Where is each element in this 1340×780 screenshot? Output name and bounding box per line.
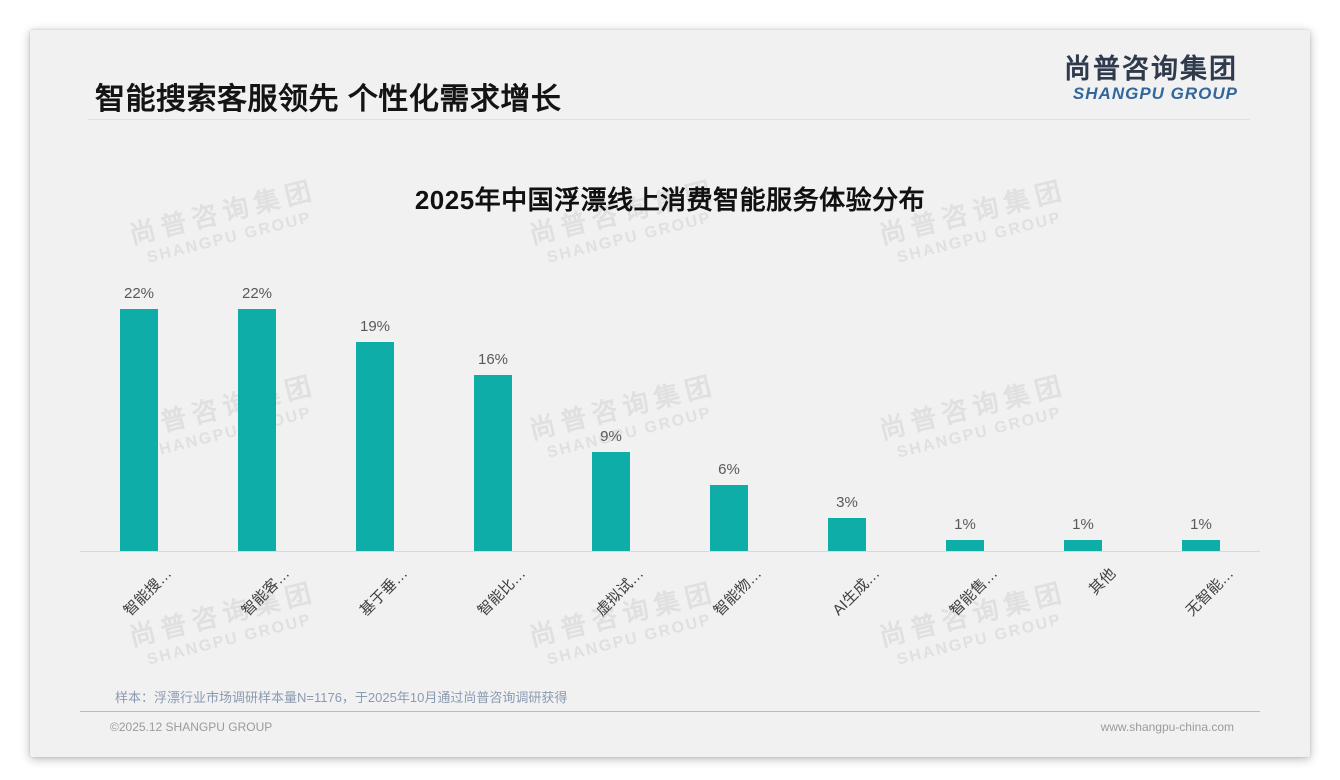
category-slot: 智能物…	[670, 551, 788, 661]
category-slot: 无智能…	[1142, 551, 1260, 661]
footer-copyright: ©2025.12 SHANGPU GROUP	[110, 720, 273, 734]
footer-website: www.shangpu-china.com	[1100, 720, 1234, 734]
logo-english-text: SHANGPU GROUP	[1072, 84, 1238, 104]
category-slot: 智能搜…	[80, 551, 198, 661]
category-slot: 智能售…	[906, 551, 1024, 661]
category-slot: 智能比…	[434, 551, 552, 661]
bar-slot: 16%	[434, 270, 552, 551]
bar-slot: 1%	[1024, 270, 1142, 551]
category-label: 智能客…	[238, 565, 294, 620]
category-label: 无智能…	[1182, 565, 1238, 620]
bar	[120, 309, 158, 551]
bar-slot: 6%	[670, 270, 788, 551]
category-slot: 基于垂…	[316, 551, 434, 661]
bar	[1182, 540, 1220, 551]
bar	[828, 518, 866, 551]
category-label: 智能售…	[946, 565, 1002, 620]
bar	[710, 485, 748, 551]
bar	[474, 375, 512, 551]
category-label: 虚拟试…	[592, 565, 648, 620]
category-label: AI生成…	[829, 565, 884, 619]
bar-slot: 22%	[198, 270, 316, 551]
bar	[592, 452, 630, 551]
bar-value-label: 6%	[718, 461, 740, 478]
bar-value-label: 16%	[477, 351, 509, 368]
bar-chart: 22% 22% 19% 16% 9% 6% 3% 1% 1% 1%	[80, 270, 1260, 551]
x-axis-line	[80, 551, 1260, 552]
bar-value-label: 9%	[600, 428, 622, 445]
bar	[1064, 540, 1102, 551]
slide-card: 智能搜索客服领先 个性化需求增长 尚普咨询集团 SHANGPU GROUP 尚普…	[30, 30, 1310, 757]
company-logo: 尚普咨询集团 SHANGPU GROUP	[1064, 54, 1238, 104]
bar-value-label: 22%	[241, 285, 273, 302]
bar	[356, 342, 394, 551]
bar-value-label: 19%	[359, 318, 391, 335]
category-slot: 虚拟试…	[552, 551, 670, 661]
category-slot: AI生成…	[788, 551, 906, 661]
bar	[238, 309, 276, 551]
bar-slot: 1%	[1142, 270, 1260, 551]
category-label: 智能物…	[710, 565, 766, 620]
category-slot: 智能客…	[198, 551, 316, 661]
bar-value-label: 3%	[836, 494, 858, 511]
bar-value-label: 1%	[1190, 516, 1212, 533]
bar-slot: 22%	[80, 270, 198, 551]
bar-slot: 3%	[788, 270, 906, 551]
category-axis: 智能搜… 智能客… 基于垂… 智能比… 虚拟试… 智能物… AI生成… 智能售… 其他 无智能…	[80, 551, 1260, 661]
bar-value-label: 1%	[1072, 516, 1094, 533]
page-title: 智能搜索客服领先 个性化需求增长	[95, 83, 562, 116]
sample-footnote: 样本：浮漂行业市场调研样本量N=1176，于2025年10月通过尚普咨询调研获得	[115, 690, 568, 705]
chart-title: 2025年中国浮漂线上消费智能服务体验分布	[414, 185, 926, 215]
logo-chinese-text: 尚普咨询集团	[1064, 54, 1238, 84]
bar	[946, 540, 984, 551]
bar-slot: 9%	[552, 270, 670, 551]
bar-value-label: 22%	[123, 285, 155, 302]
category-label: 智能比…	[474, 565, 530, 620]
bar-slot: 19%	[316, 270, 434, 551]
title-divider	[88, 119, 1250, 120]
bar-value-label: 1%	[954, 516, 976, 533]
category-label: 其他	[1085, 565, 1120, 599]
category-slot: 其他	[1024, 551, 1142, 661]
category-label: 基于垂…	[356, 565, 412, 620]
footer-divider	[80, 711, 1260, 712]
category-label: 智能搜…	[120, 565, 176, 620]
bar-slot: 1%	[906, 270, 1024, 551]
